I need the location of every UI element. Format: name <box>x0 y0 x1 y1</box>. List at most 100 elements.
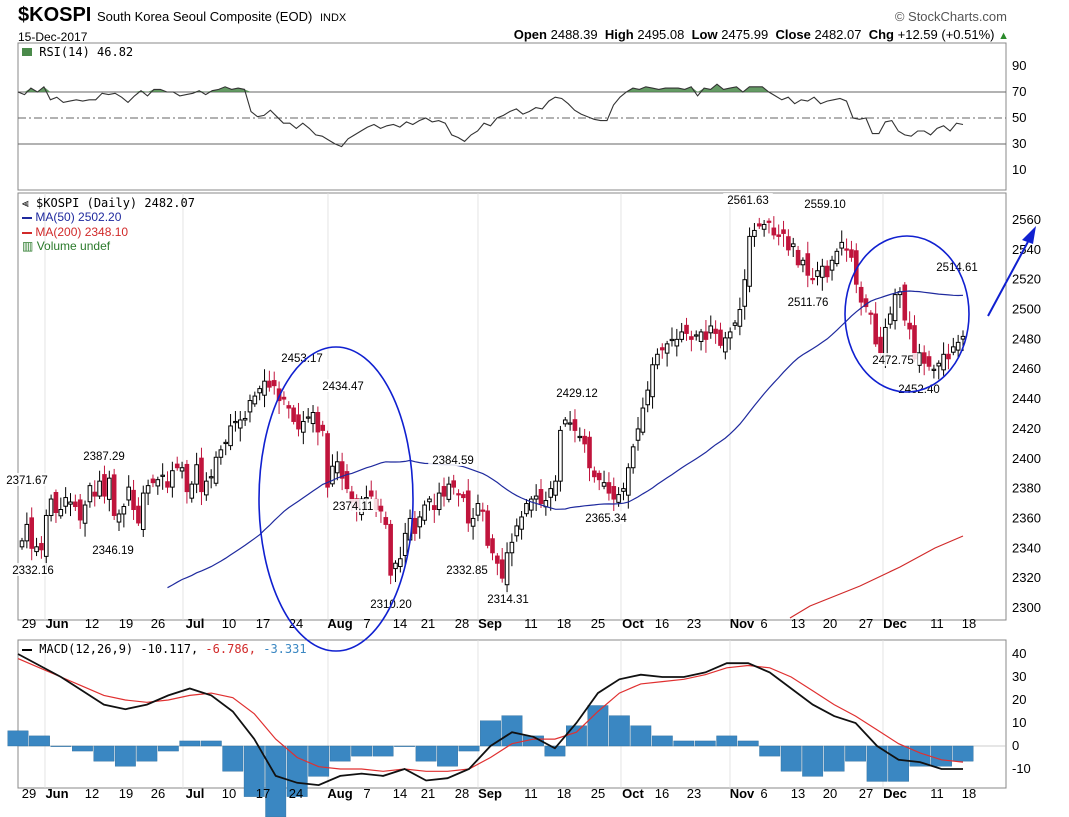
candle-body <box>233 420 238 424</box>
price-label: 2472.75 <box>872 355 914 367</box>
candle-body <box>887 313 893 325</box>
x-tick-label: 11 <box>524 786 538 801</box>
candle-body <box>330 465 335 485</box>
candle-body <box>611 486 617 500</box>
candle-body <box>926 356 932 367</box>
x-tick-label: 27 <box>859 616 873 631</box>
ma50-line <box>167 290 964 589</box>
candle-body <box>689 336 694 340</box>
annotation-arrow-shaft <box>987 237 1031 317</box>
low-label: Low <box>691 27 718 42</box>
price-label: 2511.76 <box>788 297 829 309</box>
candle-body <box>485 510 490 546</box>
candle-body <box>451 480 456 488</box>
price-label: 2561.63 <box>727 195 769 207</box>
up-triangle-icon: ▲ <box>998 30 1009 42</box>
price-label: 2384.59 <box>432 455 474 467</box>
candle-body <box>388 523 393 576</box>
candle-body <box>398 558 403 568</box>
candle-body <box>664 343 670 354</box>
volume-bars-icon: ▥ <box>22 239 34 253</box>
candle-body <box>155 479 161 487</box>
price-label-bg <box>88 543 138 556</box>
open-value: 2488.39 <box>550 27 598 42</box>
x-tick-label: 29 <box>22 616 36 631</box>
price-tick-label: 2440 <box>1012 391 1041 406</box>
candle-body <box>194 464 199 485</box>
x-tick-label: 19 <box>119 786 133 801</box>
candle-body <box>892 294 898 322</box>
candle-body <box>960 335 966 340</box>
high-label: High <box>604 27 634 42</box>
price-tick-label: 2560 <box>1012 212 1041 227</box>
price-label-bg <box>79 449 129 462</box>
candle-body <box>514 525 520 537</box>
candle-body <box>839 241 845 249</box>
macd-histogram-bar <box>394 745 415 747</box>
macd-legend-main: MACD(12,26,9) -10.117, <box>39 642 199 656</box>
candle-body <box>795 249 801 266</box>
price-label-bg <box>442 563 492 576</box>
candle-body <box>504 552 510 586</box>
price-label-bg <box>366 597 416 610</box>
x-tick-label: 14 <box>393 616 407 631</box>
candle-body <box>626 467 631 496</box>
candle-body <box>237 419 243 429</box>
close-label: Close <box>775 27 811 42</box>
rsi-legend-text: RSI(14) 46.82 <box>39 45 134 59</box>
x-tick-label: 10 <box>222 616 236 631</box>
macd-histogram-bar <box>845 745 867 762</box>
candle-body <box>170 470 175 488</box>
candle-body <box>305 416 311 419</box>
price-label: 2346.19 <box>92 545 134 557</box>
x-tick-label: 11 <box>930 616 944 631</box>
x-tick-label: 28 <box>455 616 469 631</box>
x-tick-label: 24 <box>289 616 303 631</box>
x-tick-label: Sep <box>478 616 502 631</box>
price-tick-label: 2500 <box>1012 302 1041 317</box>
price-legend-text: $KOSPI (Daily) 2482.07 <box>36 196 195 210</box>
candle-body <box>286 405 292 409</box>
candle-body <box>24 523 30 542</box>
x-tick-label: 19 <box>119 616 133 631</box>
rsi-overbought-fill <box>18 84 963 92</box>
candle-body <box>820 265 825 278</box>
x-tick-label: 24 <box>289 786 303 801</box>
candle-body <box>630 446 636 469</box>
candle-body <box>247 400 253 413</box>
symbol: $KOSPI <box>18 4 92 26</box>
high-value: 2495.08 <box>637 27 685 42</box>
candle-body <box>747 235 752 287</box>
macd-histogram-bar <box>952 745 974 762</box>
chg-label: Chg <box>868 27 894 42</box>
candle-body <box>150 478 156 484</box>
x-tick-label: 12 <box>85 786 99 801</box>
candle-body <box>58 509 64 517</box>
ma50-legend: MA(50) 2502.20 <box>22 210 121 224</box>
x-tick-label: 17 <box>256 786 270 801</box>
open-label: Open <box>513 27 547 42</box>
x-tick-label: 14 <box>393 786 407 801</box>
candle-body <box>781 229 786 234</box>
candle-body <box>844 248 849 251</box>
price-label-bg <box>2 473 52 486</box>
price-tick-label: 2300 <box>1012 600 1041 615</box>
price-label: 2429.12 <box>556 388 598 400</box>
rsi-tick-label: 70 <box>1012 84 1026 99</box>
candle-body <box>344 471 350 490</box>
x-tick-label: 13 <box>791 786 805 801</box>
candle-body <box>121 506 127 515</box>
candle-body <box>538 489 544 505</box>
candle-body <box>674 338 680 347</box>
price-tick-label: 2520 <box>1012 272 1041 287</box>
price-label: 2559.10 <box>804 199 846 211</box>
candle-body <box>693 334 699 337</box>
macd-signal-line <box>17 658 964 772</box>
candle-body <box>606 482 612 494</box>
candle-body <box>262 380 267 396</box>
candle-body <box>174 463 180 469</box>
candle-body <box>577 435 583 439</box>
x-tick-label: 20 <box>823 616 837 631</box>
candle-body <box>77 499 83 521</box>
price-tick-label: 2340 <box>1012 540 1041 555</box>
